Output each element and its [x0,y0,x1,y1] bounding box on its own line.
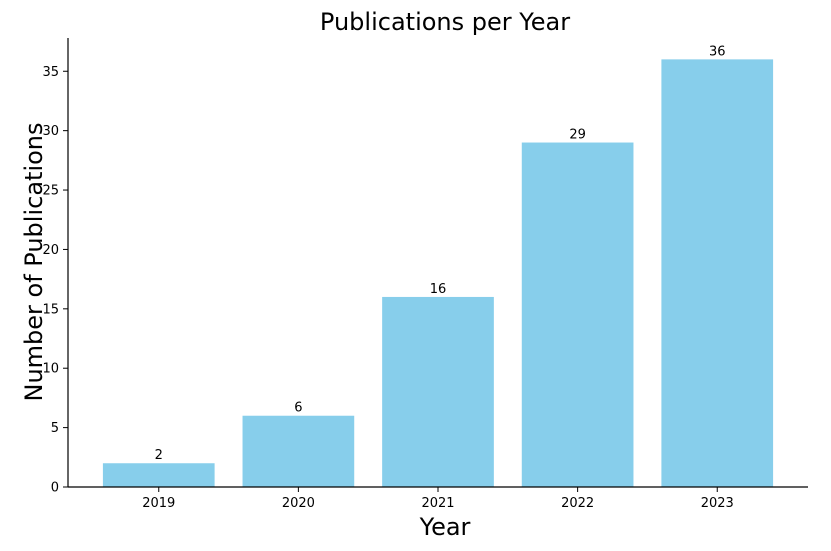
x-tick-label: 2021 [421,496,454,511]
data-labels-group: 2 6 16 29 36 [155,44,726,463]
y-tick-label: 20 [42,243,59,258]
bar-2019 [102,463,215,487]
chart-title: Publications per Year [320,8,570,36]
x-axis-ticks: 2019 2020 2021 2022 2023 [142,487,734,511]
y-tick-label: 5 [51,421,59,436]
bars-group [102,59,774,487]
x-tick-label: 2022 [561,496,594,511]
y-tick-label: 25 [42,184,59,199]
y-tick-label: 0 [51,481,59,496]
bar-2021 [382,296,494,487]
bar-2022 [521,142,634,487]
x-tick-label: 2019 [142,496,175,511]
x-tick-label: 2023 [701,496,734,511]
x-axis-label: Year [419,513,471,541]
x-tick-label: 2020 [282,496,315,511]
bar-2023 [661,59,774,487]
data-label-2020: 6 [294,401,302,416]
data-label-2023: 36 [709,44,726,59]
y-axis-ticks: 0 5 10 15 20 25 30 35 [42,65,68,496]
y-axis-label: Number of Publications [20,122,48,401]
data-label-2019: 2 [155,448,163,463]
data-label-2022: 29 [569,128,586,143]
y-tick-label: 35 [42,65,59,80]
bar-2020 [242,415,355,487]
y-tick-label: 15 [42,302,59,317]
y-tick-label: 30 [42,124,59,139]
y-tick-label: 10 [42,362,59,377]
data-label-2021: 16 [430,282,447,297]
